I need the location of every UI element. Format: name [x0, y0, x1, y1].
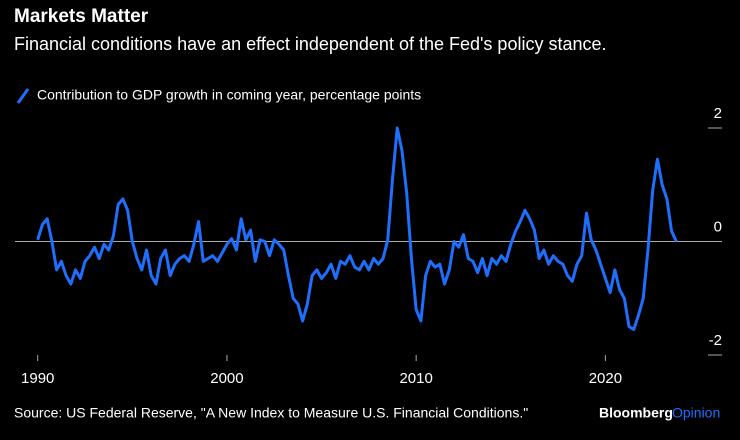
- y-tick-label: 0: [714, 218, 722, 235]
- chart-title: Markets Matter: [14, 6, 149, 27]
- x-tick-label: 1990: [21, 370, 54, 387]
- y-tick-label: -2: [709, 332, 722, 349]
- y-tick-label: 2: [714, 105, 722, 122]
- brand-suffix: Opinion: [672, 405, 720, 421]
- x-tick-label: 2000: [210, 370, 243, 387]
- legend-swatch: [16, 88, 30, 104]
- series-line: [36, 126, 678, 331]
- source: Source: US Federal Reserve, "A New Index…: [14, 405, 528, 421]
- legend-label: Contribution to GDP growth in coming yea…: [37, 87, 421, 103]
- x-tick-label: 2020: [589, 370, 622, 387]
- chart-subtitle: Financial conditions have an effect inde…: [14, 34, 607, 54]
- brand: Bloomberg: [599, 405, 673, 421]
- x-tick-label: 2010: [399, 370, 432, 387]
